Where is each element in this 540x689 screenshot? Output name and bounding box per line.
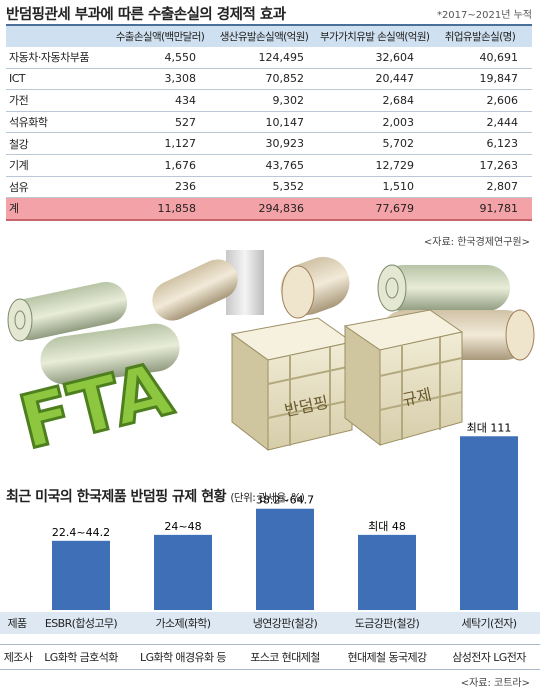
table-header-cell [6,24,110,47]
crate-box-icon: 반덤핑 [230,317,354,452]
table-header-cell: 취업유발손실(명) [428,24,532,47]
maker-label: 포스코 현대제철 [250,651,320,664]
table-row-label: 가전 [6,89,110,112]
table-cell: 5,352 [210,176,318,199]
maker-label: 현대제철 동국제강 [347,651,427,664]
table-cell: 3,308 [110,68,210,91]
bar [52,540,110,610]
maker-row: 제조사 LG화학 금호석화 LG화학 애경유화 등 포스코 현대제철 현대제철 동국제… [0,644,540,670]
table-row: 석유화학 527 10,147 2,003 2,444 [6,111,532,134]
chart-title: 최근 미국의 한국제품 반덤핑 규제 현황 (단위: 관세율, %) [6,486,305,506]
category-label: 도금강판(철강) [354,617,420,630]
bar [154,534,212,610]
product-row: 제품 ESBR(합성고무) 가소제(화학) 냉연강판(철강) 도금강판(철강) 세탁기(… [0,612,540,634]
table-row: 섬유 236 5,352 1,510 2,807 [6,176,532,199]
money-roll-icon [377,264,510,312]
table-cell: 2,003 [318,111,428,134]
table-source: <자료: 한국경제연구원> [423,237,530,248]
table-cell: 1,676 [110,154,210,177]
money-roll-icon [7,281,128,342]
table-cell: 91,781 [428,197,532,221]
bar-value-label: 최대 111 [467,421,512,434]
category-label: ESBR(합성고무) [44,617,118,630]
table-header-cell: 부가가치유발 손실액(억원) [318,24,430,47]
maker-label: LG화학 애경유화 등 [140,651,226,664]
table-row: 기계 1,676 43,765 12,729 17,263 [6,154,532,177]
table-cell: 2,444 [428,111,532,134]
table-cell: 294,836 [210,197,318,221]
bar-value-label: 38.2~64.7 [256,494,314,507]
table-cell: 70,852 [210,68,318,91]
table-cell: 434 [110,89,210,112]
bar-value-label: 24~48 [164,520,201,533]
table-cell: 1,510 [318,176,428,199]
table-cell: 1,127 [110,132,210,155]
table-header-cell: 생산유발손실액(억원) [210,24,318,47]
table-cell: 12,729 [318,154,428,177]
table-row-label: 기계 [6,154,110,177]
table-row: 철강 1,127 30,923 5,702 6,123 [6,132,532,155]
table-cell: 32,604 [318,47,428,69]
table-cell: 124,495 [210,47,318,69]
bar [460,436,518,610]
table-cell: 236 [110,176,210,199]
chart-unit: (단위: 관세율, %) [230,492,305,504]
bar [358,534,416,610]
table-cell: 20,447 [318,68,428,91]
table-cell: 77,679 [318,197,428,221]
table-row: ICT 3,308 70,852 20,447 19,847 [6,68,532,91]
table-cell: 2,684 [318,89,428,112]
table-row-label: 철강 [6,132,110,155]
table-cell: 17,263 [428,154,532,177]
crate-box-icon: 규제 [343,309,464,447]
category-label: 냉연강판(철강) [252,617,318,630]
table-cell: 19,847 [428,68,532,91]
table-cell: 2,606 [428,89,532,112]
money-roll-icon [280,256,350,319]
category-label: 세탁기(전자) [461,617,518,630]
table-cell: 9,302 [210,89,318,112]
table-cell: 5,702 [318,132,428,155]
table-cell: 30,923 [210,132,318,155]
table-cell: 527 [110,111,210,134]
table-cell: 10,147 [210,111,318,134]
chart-source: <자료: 코트라> [460,678,530,689]
maker-row-label: 제조사 [3,651,33,664]
product-row-label: 제품 [7,617,27,630]
table-cell: 43,765 [210,154,318,177]
table-header-row: 수출손실액(백만달러) 생산유발손실액(억원) 부가가치유발 손실액(억원) 취업유발… [6,24,532,47]
table-row-label: ICT [6,68,110,91]
table-note: *2017~2021년 누적 [436,10,532,21]
bar-value-label: 최대 48 [368,520,406,533]
table-title: 반덤핑관세 부과에 따른 수출손실의 경제적 효과 [6,7,286,23]
table-row-label: 석유화학 [6,111,110,134]
table-header-cell: 수출손실액(백만달러) [110,24,210,47]
table-row-label: 자동차·자동차부품 [6,47,110,69]
table-cell: 6,123 [428,132,532,155]
chart-title-text: 최근 미국의 한국제품 반덤핑 규제 현황 [6,489,226,505]
table-cell: 4,550 [110,47,210,69]
table-row: 자동차·자동차부품 4,550 124,495 32,604 40,691 [6,47,532,69]
table-row-label: 섬유 [6,176,110,199]
fta-illustration: FTA 반덤핑 규제 [7,250,535,460]
table-cell: 11,858 [110,197,210,221]
export-loss-table: 수출손실액(백만달러) 생산유발손실액(억원) 부가가치유발 손실액(억원) 취업유발… [6,24,532,221]
table-cell: 40,691 [428,47,532,69]
tariff-bar-chart: 22.4~44.2 24~48 38.2~64.7 최대 48 최대 111 [52,421,518,610]
table-row-label: 계 [6,197,110,221]
table-row: 가전 434 9,302 2,684 2,606 [6,89,532,112]
bar [256,508,314,610]
category-label: 가소제(화학) [155,617,212,630]
table-cell: 2,807 [428,176,532,199]
table-total-row: 계 11,858 294,836 77,679 91,781 [6,197,532,221]
maker-label: 삼성전자 LG전자 [452,651,526,664]
bar-value-label: 22.4~44.2 [52,526,110,539]
maker-label: LG화학 금호석화 [44,651,118,664]
